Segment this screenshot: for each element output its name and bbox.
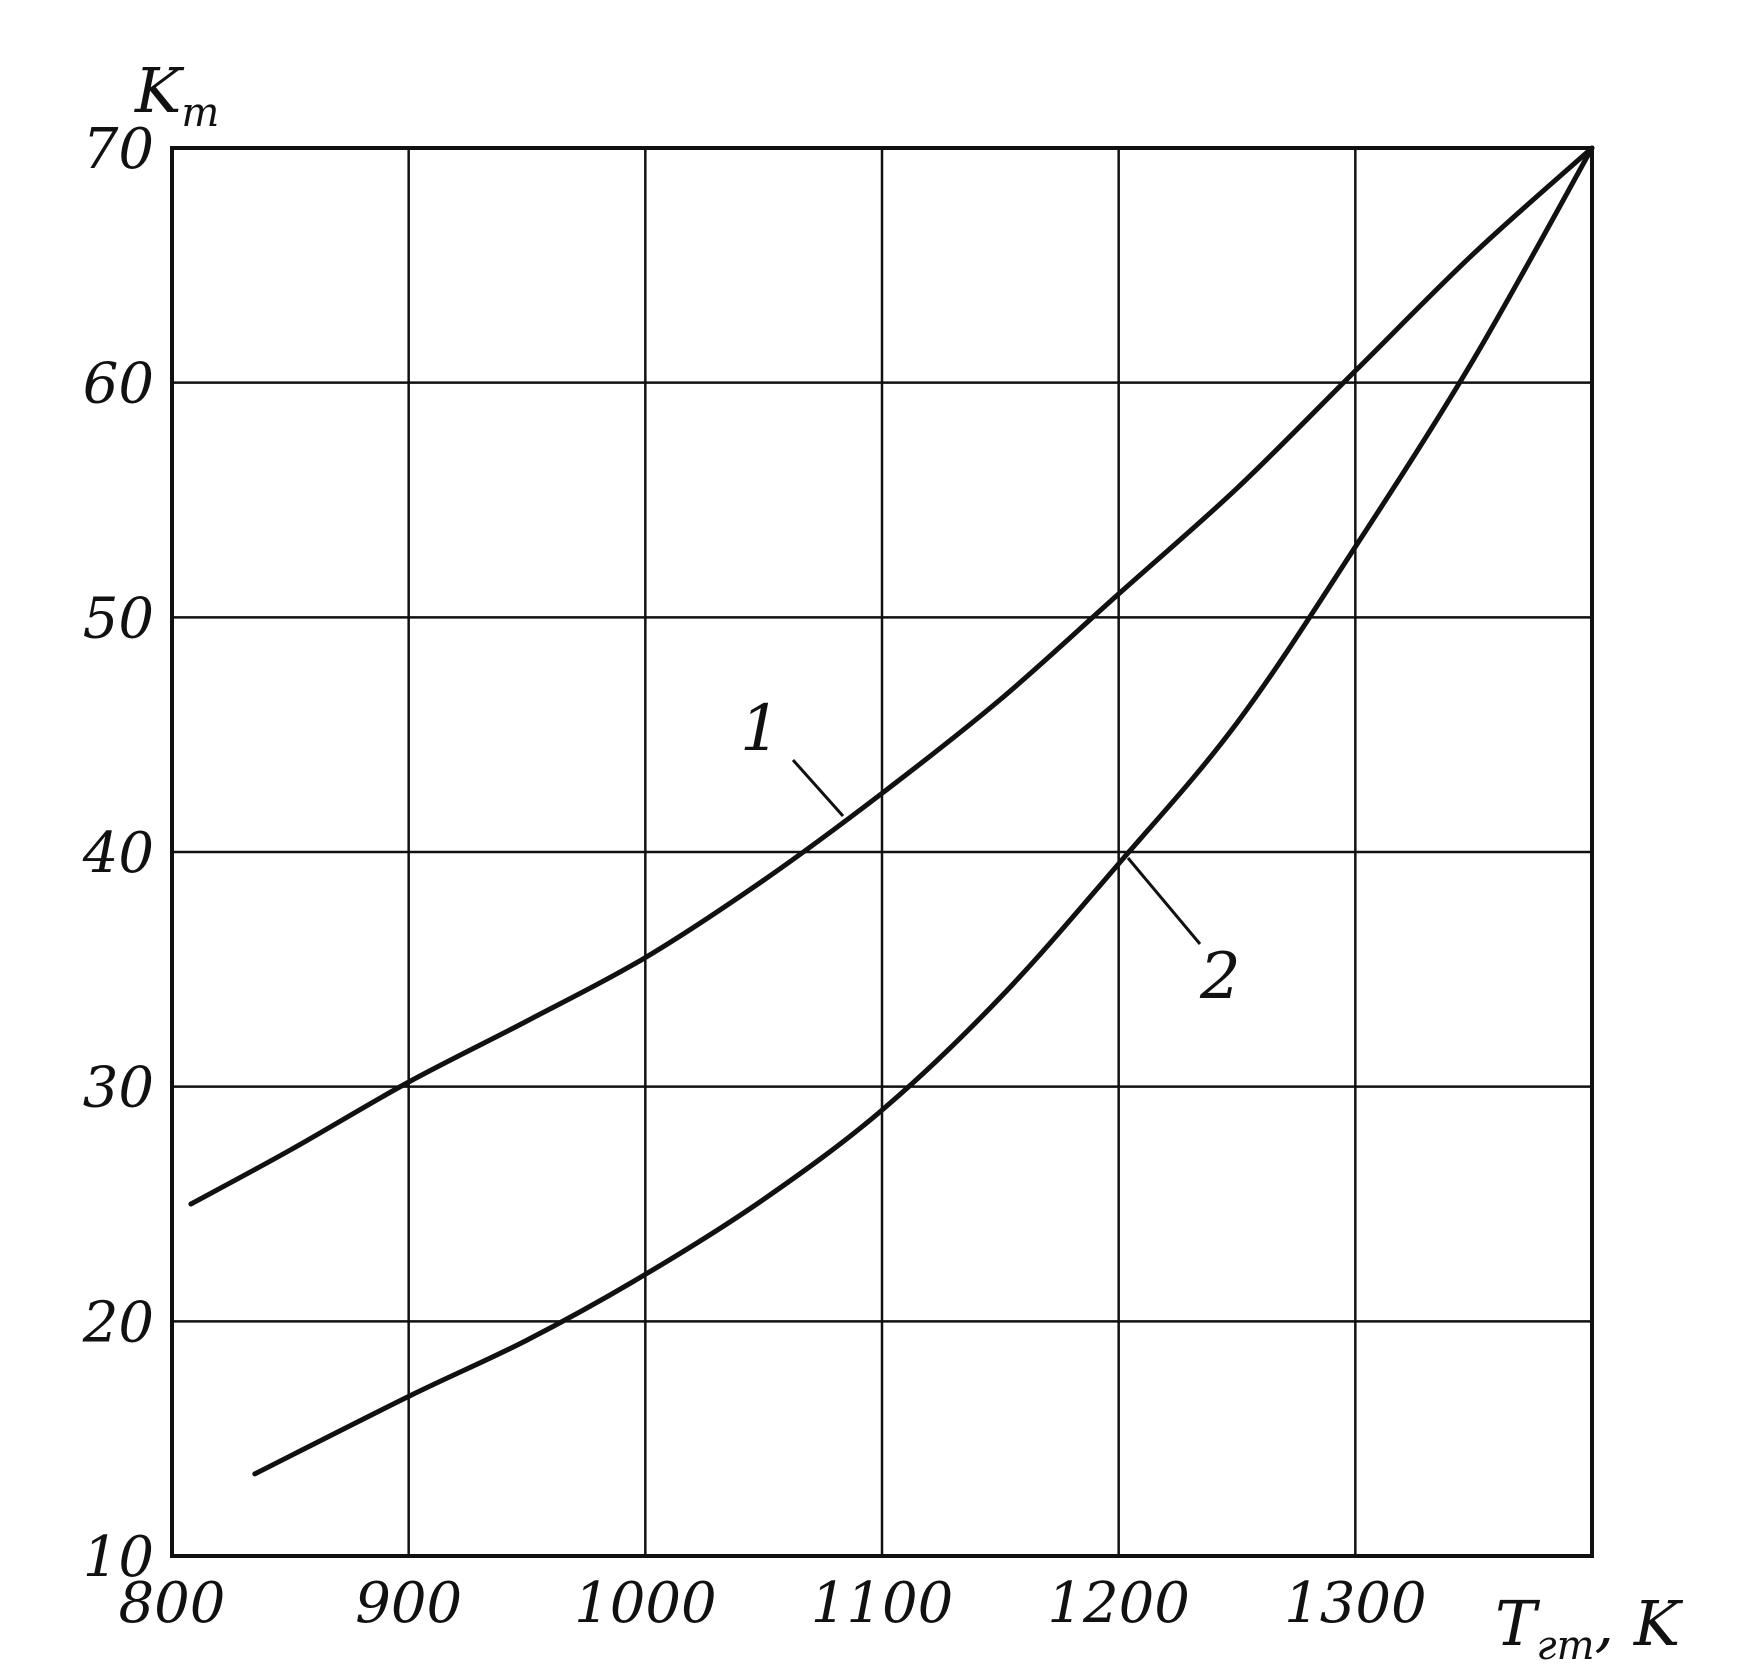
x-axis-label: Tгт, K bbox=[1495, 1587, 1684, 1667]
y-axis-label: Kт bbox=[134, 54, 219, 136]
y-axis-label-main: K bbox=[134, 54, 185, 127]
tick-labels: 800 900 1000 1100 1200 1300 10 20 30 40 50 60 70 bbox=[82, 117, 1427, 1636]
x-axis-label-sub: гт bbox=[1536, 1623, 1594, 1667]
y-tick-label: 70 bbox=[83, 117, 154, 182]
y-tick-label: 20 bbox=[82, 1290, 154, 1355]
x-axis-label-main: T bbox=[1495, 1587, 1541, 1660]
y-tick-label: 50 bbox=[83, 586, 154, 651]
y-tick-label: 30 bbox=[83, 1056, 154, 1121]
y-tick-label: 40 bbox=[82, 821, 154, 886]
x-tick-label: 1100 bbox=[811, 1571, 954, 1636]
leader-line-1 bbox=[791, 759, 845, 817]
grid bbox=[172, 148, 1592, 1556]
curve-label-2: 2 bbox=[1199, 940, 1241, 1014]
curve-label-1: 1 bbox=[740, 692, 781, 766]
y-tick-label: 60 bbox=[83, 352, 154, 417]
y-tick-label: 10 bbox=[83, 1525, 154, 1590]
y-axis-label-sub: т bbox=[181, 90, 219, 136]
x-tick-label: 1300 bbox=[1284, 1571, 1427, 1636]
x-tick-label: 1000 bbox=[574, 1571, 717, 1636]
plot-frame bbox=[170, 146, 1594, 1558]
series-line-1 bbox=[188, 145, 1595, 1207]
x-axis-label-unit: , K bbox=[1595, 1587, 1684, 1660]
leader-line-2 bbox=[1126, 857, 1202, 945]
series-line-2 bbox=[252, 145, 1595, 1477]
x-tick-label: 1200 bbox=[1047, 1571, 1190, 1636]
curves bbox=[188, 145, 1595, 1477]
x-tick-label: 900 bbox=[355, 1571, 462, 1636]
x-tick-label: 800 bbox=[119, 1571, 226, 1636]
